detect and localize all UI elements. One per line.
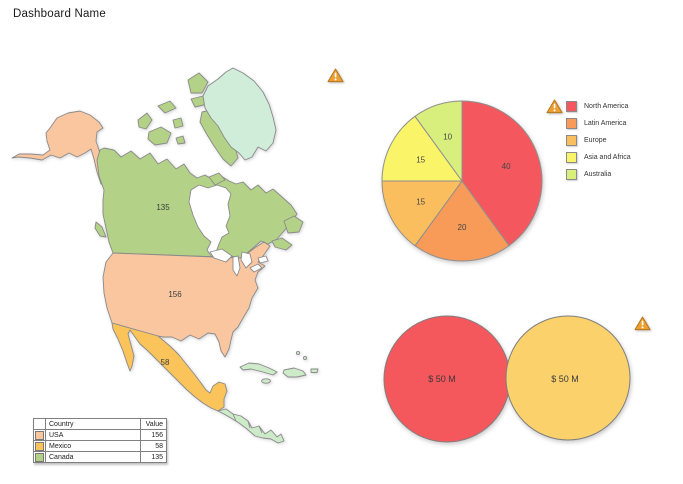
pie-value-label: 20 — [458, 223, 467, 232]
legend-swatch — [566, 134, 577, 146]
table-cell-value: 156 — [140, 429, 167, 441]
warning-icon[interactable] — [634, 316, 651, 331]
pie-value-label: 15 — [416, 198, 425, 207]
map-region-greenland[interactable] — [202, 67, 277, 161]
legend-item-asia-and-africa[interactable]: Asia and Africa — [566, 151, 631, 163]
map-region-bahamas[interactable] — [302, 355, 308, 361]
pie-slice-asia-and-africa[interactable] — [381, 115, 463, 182]
table-header-value: Value — [140, 418, 167, 430]
legend-swatch — [566, 117, 577, 129]
warning-icon[interactable] — [546, 99, 563, 114]
map-region-puerto-rico[interactable] — [310, 368, 319, 373]
map-region-jamaica[interactable] — [261, 378, 271, 384]
map-region-arctic-islands[interactable] — [137, 72, 239, 186]
table-cell-value: 135 — [140, 451, 167, 463]
table-header-country: Country — [45, 418, 141, 430]
legend-label: Australia — [584, 170, 612, 178]
table-cell-country: Mexico — [45, 440, 141, 452]
pie-slice-europe[interactable] — [381, 180, 463, 247]
pie-value-label: 15 — [416, 155, 425, 164]
table-row-canada[interactable]: Canada 135 — [33, 451, 167, 463]
lake-michigan — [232, 255, 241, 277]
bubble-chart: $ 50 M $ 50 M — [383, 315, 631, 443]
pie-chart: 40 20 15 15 10 — [381, 100, 543, 262]
pie-legend: North America Latin America Europe Asia … — [566, 100, 631, 185]
pie-value-label: 40 — [502, 162, 511, 171]
map-border-line — [232, 413, 263, 434]
map-region-central-america[interactable] — [217, 408, 285, 444]
table-swatch — [35, 441, 44, 451]
bubble-value-label: $ 50 M — [551, 374, 579, 384]
map-region-newfoundland[interactable] — [283, 215, 304, 234]
table-cell-country: USA — [45, 429, 141, 441]
legend-label: North America — [584, 102, 629, 110]
table-swatch — [35, 452, 44, 462]
hudson-bay — [188, 184, 232, 258]
legend-label: Asia and Africa — [584, 153, 631, 161]
pie-slice-north-america[interactable] — [461, 100, 543, 247]
page-title: Dashboard Name — [13, 8, 106, 20]
bubble-value-label: $ 50 M — [428, 374, 456, 384]
table-cell-country: Canada — [45, 451, 141, 463]
table-swatch — [35, 430, 44, 440]
pie-slice-australia[interactable] — [414, 100, 463, 182]
map-region-bahamas[interactable] — [295, 350, 301, 356]
legend-item-australia[interactable]: Australia — [566, 168, 631, 180]
legend-swatch — [566, 100, 577, 112]
legend-item-north-america[interactable]: North America — [566, 100, 631, 112]
map-region-cuba[interactable] — [239, 362, 278, 376]
legend-swatch — [566, 151, 577, 163]
pie-slices: 40 20 15 15 10 — [381, 100, 543, 262]
legend-label: Europe — [584, 136, 607, 144]
country-value-table: Country Value USA 156 Mexico 58 Canada 1… — [33, 418, 167, 463]
map-value-label-mexico: 58 — [160, 358, 170, 367]
table-row-usa[interactable]: USA 156 — [33, 429, 167, 441]
legend-swatch — [566, 168, 577, 180]
legend-label: Latin America — [584, 119, 627, 127]
map-region-hispaniola[interactable] — [282, 367, 307, 378]
table-header-row: Country Value — [33, 418, 167, 430]
map-region-alaska[interactable] — [11, 110, 108, 188]
map-value-label-canada: 135 — [156, 203, 170, 212]
pie-slice-latin-america[interactable] — [414, 180, 510, 262]
map-region-nova-scotia[interactable] — [271, 237, 293, 251]
bubble-yellow[interactable] — [505, 315, 631, 441]
legend-item-latin-america[interactable]: Latin America — [566, 117, 631, 129]
lake-huron — [240, 251, 253, 269]
map-value-label-usa: 156 — [168, 290, 182, 299]
lake-superior — [209, 248, 233, 263]
map-region-mexico[interactable] — [111, 322, 228, 412]
lake-ontario — [257, 255, 269, 264]
table-cell-value: 58 — [140, 440, 167, 452]
map-region-vancouver-island[interactable] — [94, 221, 107, 238]
legend-item-europe[interactable]: Europe — [566, 134, 631, 146]
warning-icon[interactable] — [327, 68, 344, 83]
table-row-mexico[interactable]: Mexico 58 — [33, 440, 167, 452]
lake-erie — [249, 263, 263, 273]
pie-value-label: 10 — [443, 132, 452, 141]
table-header-swatch — [33, 418, 46, 430]
